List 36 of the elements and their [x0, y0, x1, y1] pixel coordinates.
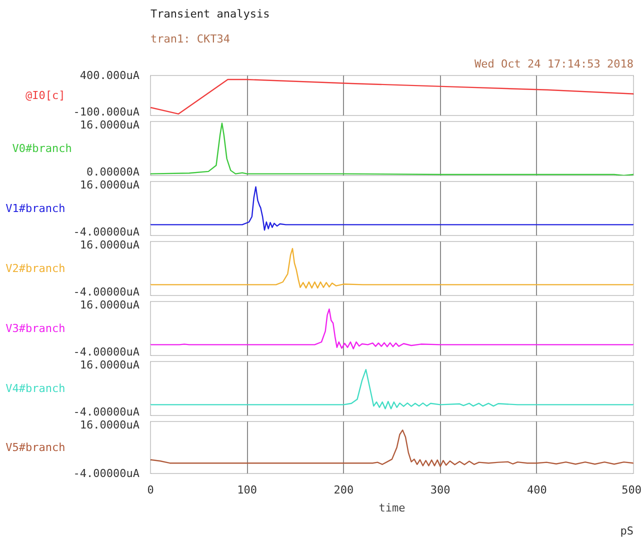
y-tick-label: -4.00000uA	[73, 346, 140, 358]
y-tick-label: -4.00000uA	[73, 286, 140, 298]
y-tick-label: -100.000uA	[73, 106, 140, 118]
y-tick-label: -4.00000uA	[73, 226, 140, 238]
y-tick-label: 16.0000uA	[80, 118, 140, 132]
y-tick-label: 16.0000uA	[80, 358, 140, 372]
y-tick-label: 0.00000A	[86, 166, 140, 178]
line-series	[150, 429, 634, 468]
x-tick-label: 500	[622, 484, 641, 496]
y-tick-label: 16.0000uA	[80, 298, 140, 312]
text: V4#branch	[6, 382, 66, 395]
x-tick-label: 300	[430, 484, 450, 496]
line-series	[150, 308, 634, 350]
text: @I0[c]	[26, 89, 66, 102]
y-tick-label: 16.0000uA	[80, 178, 140, 192]
text: V1#branch	[6, 202, 66, 215]
y-tick-label: -4.00000uA	[73, 467, 140, 480]
y-tick-label: -4.00000uA	[73, 406, 140, 418]
x-tick-label: 100	[237, 484, 258, 496]
y-tick-label: 400.000uA	[80, 69, 140, 82]
x-axis-title: time	[378, 502, 406, 514]
chart-subtitle: tran1: CKT34	[150, 32, 230, 46]
y-tick-label: 16.0000uA	[80, 418, 140, 432]
text: pS	[620, 524, 634, 538]
line-series	[150, 186, 634, 231]
x-tick-label: 0	[147, 484, 154, 496]
y-tick-label: 16.0000uA	[80, 238, 140, 252]
line-series	[150, 78, 634, 114]
text: V5#branch	[6, 441, 66, 454]
chart-title: Transient analysis	[150, 8, 270, 20]
text: Wed Oct 24 17:14:53 2018	[474, 58, 634, 70]
x-tick-label: 400	[526, 484, 547, 496]
text: V0#branch	[12, 142, 72, 155]
text: V3#branch	[6, 322, 66, 335]
text: V2#branch	[6, 262, 66, 275]
x-tick-label: 200	[334, 484, 354, 496]
